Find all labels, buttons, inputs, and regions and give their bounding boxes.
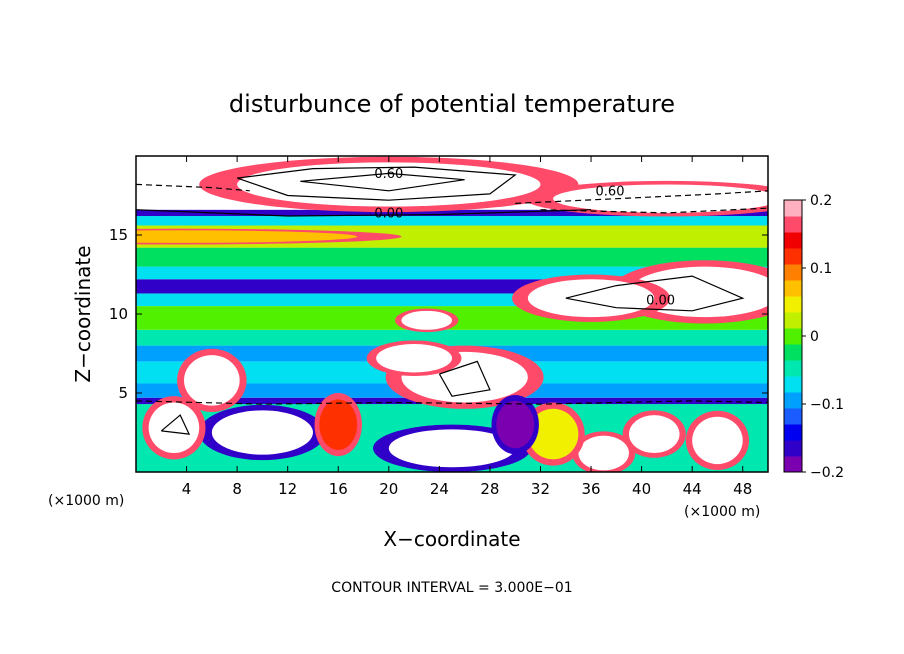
contour-interval-note: CONTOUR INTERVAL = 3.000E−01 <box>331 580 572 596</box>
x-unit-right: (×1000 m) <box>684 504 760 520</box>
colorbar-swatch-16 <box>784 200 802 217</box>
band-5 <box>136 329 768 346</box>
colorbar-tick-label-2: 0 <box>810 329 819 345</box>
x-tick-label-5: 24 <box>430 480 449 498</box>
contour-line-3 <box>515 190 768 204</box>
x-axis-label: X−coordinate <box>383 527 520 551</box>
colorbar-tick-label-3: −0.1 <box>810 397 844 413</box>
anomaly-11 <box>578 435 629 471</box>
anomaly-13 <box>692 416 743 465</box>
anomaly-16 <box>496 400 535 449</box>
colorbar-swatch-8 <box>784 328 802 345</box>
band-13 <box>136 209 768 217</box>
colorbar-swatch-14 <box>784 232 802 249</box>
x-tick-label-3: 16 <box>329 480 348 498</box>
x-tick-label-11: 48 <box>733 480 752 498</box>
anomaly-9 <box>388 429 516 468</box>
colorbar-swatch-1 <box>784 440 802 457</box>
x-tick-label-9: 40 <box>632 480 651 498</box>
x-tick-label-6: 28 <box>480 480 499 498</box>
colorbar-swatch-12 <box>784 264 802 281</box>
contour-line-5 <box>136 209 592 217</box>
contour-label-0: 0.60 <box>374 167 403 182</box>
anomaly-17 <box>136 230 358 243</box>
plot-area <box>136 156 768 472</box>
y-tick-label-1: 10 <box>109 305 128 323</box>
anomaly-14 <box>319 399 358 450</box>
band-10 <box>136 247 768 267</box>
y-tick-label-0: 5 <box>118 384 128 402</box>
contour-line-2 <box>136 183 250 192</box>
colorbar-swatch-7 <box>784 344 802 361</box>
anomaly-3 <box>527 279 655 318</box>
colorbar-swatch-3 <box>784 408 802 425</box>
y-tick-label-2: 15 <box>109 226 128 244</box>
x-tick-label-2: 12 <box>278 480 297 498</box>
colorbar-tick-label-4: −0.2 <box>810 465 844 481</box>
anomaly-8 <box>211 410 313 455</box>
contour-lines: 0.60 0.60 0.00 0.00 <box>136 166 768 435</box>
x-tick-label-7: 32 <box>531 480 550 498</box>
contour-label-2: 0.00 <box>374 207 403 222</box>
colorbar-swatch-0 <box>784 456 802 473</box>
x-tick-label-4: 20 <box>379 480 398 498</box>
colorbar-swatch-6 <box>784 360 802 377</box>
contour-line-7 <box>565 275 745 312</box>
anomaly-1 <box>553 184 768 213</box>
colorbar-swatch-15 <box>784 216 802 233</box>
contour-line-6 <box>136 400 768 405</box>
contour-line-1 <box>300 172 465 192</box>
colorbar-swatch-5 <box>784 376 802 393</box>
y-axis-label: Z−coordinate <box>71 245 95 382</box>
x-tick-label-0: 4 <box>182 480 192 498</box>
band-12 <box>136 216 768 226</box>
colorbar-tick-label-1: 0.1 <box>810 261 832 277</box>
contour-line-0 <box>236 166 517 201</box>
colorbar: 0.2 0.1 0 −0.1 −0.2 <box>783 193 844 481</box>
colorbar-swatch-4 <box>784 392 802 409</box>
anomaly-10 <box>148 402 200 454</box>
anomaly-7 <box>401 310 452 330</box>
anomaly-6 <box>376 344 452 373</box>
colorbar-tick-label-0: 0.2 <box>810 193 832 209</box>
chart-title: disturbunce of potential temperature <box>229 90 675 118</box>
anomaly-12 <box>628 415 680 454</box>
colorbar-swatch-13 <box>784 248 802 265</box>
contour-label-3: 0.00 <box>646 294 675 309</box>
x-unit-left: (×1000 m) <box>48 493 124 509</box>
contour-label-1: 0.60 <box>596 185 625 200</box>
anomaly-5 <box>184 355 240 406</box>
colorbar-swatch-9 <box>784 312 802 329</box>
x-tick-label-10: 44 <box>683 480 702 498</box>
x-tick-label-8: 36 <box>581 480 600 498</box>
colorbar-swatch-2 <box>784 424 802 441</box>
contour-line-9 <box>160 414 191 435</box>
colorbar-swatch-10 <box>784 296 802 313</box>
contour-line-8 <box>438 360 491 397</box>
contour-line-4 <box>540 207 768 214</box>
colorbar-swatch-11 <box>784 280 802 297</box>
anomaly-15 <box>527 408 579 460</box>
x-tick-label-1: 8 <box>232 480 242 498</box>
